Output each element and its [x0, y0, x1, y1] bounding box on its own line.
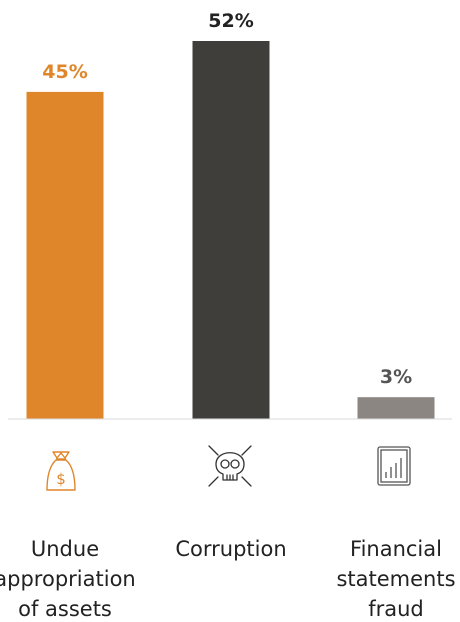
- bar-1: [192, 41, 270, 419]
- value-labels: 45% 52% 3%: [42, 10, 412, 388]
- category-label-0-line-1: appropriation: [0, 567, 136, 591]
- category-label-2-line-2: fraud: [368, 597, 424, 621]
- money-bag-icon: $: [46, 451, 76, 491]
- category-label-1-line-0: Corruption: [175, 537, 286, 561]
- category-label-0-line-0: Undue: [31, 537, 99, 561]
- category-label-0-line-2: of assets: [18, 597, 112, 621]
- bar-0: [26, 91, 104, 419]
- category-label-2-line-1: statements: [336, 567, 455, 591]
- skull-crossbones-icon: [208, 445, 252, 487]
- value-label-0: 45%: [42, 61, 87, 83]
- bars: [26, 41, 435, 419]
- bar-chart-document-icon: [377, 446, 411, 486]
- category-label-2-line-0: Financial: [350, 537, 442, 561]
- bar-2: [357, 397, 435, 419]
- value-label-2: 3%: [380, 366, 412, 388]
- svg-text:$: $: [56, 470, 66, 488]
- category-labels: Undue appropriation of assets Corruption Fin…: [0, 537, 456, 621]
- value-label-1: 52%: [208, 10, 253, 32]
